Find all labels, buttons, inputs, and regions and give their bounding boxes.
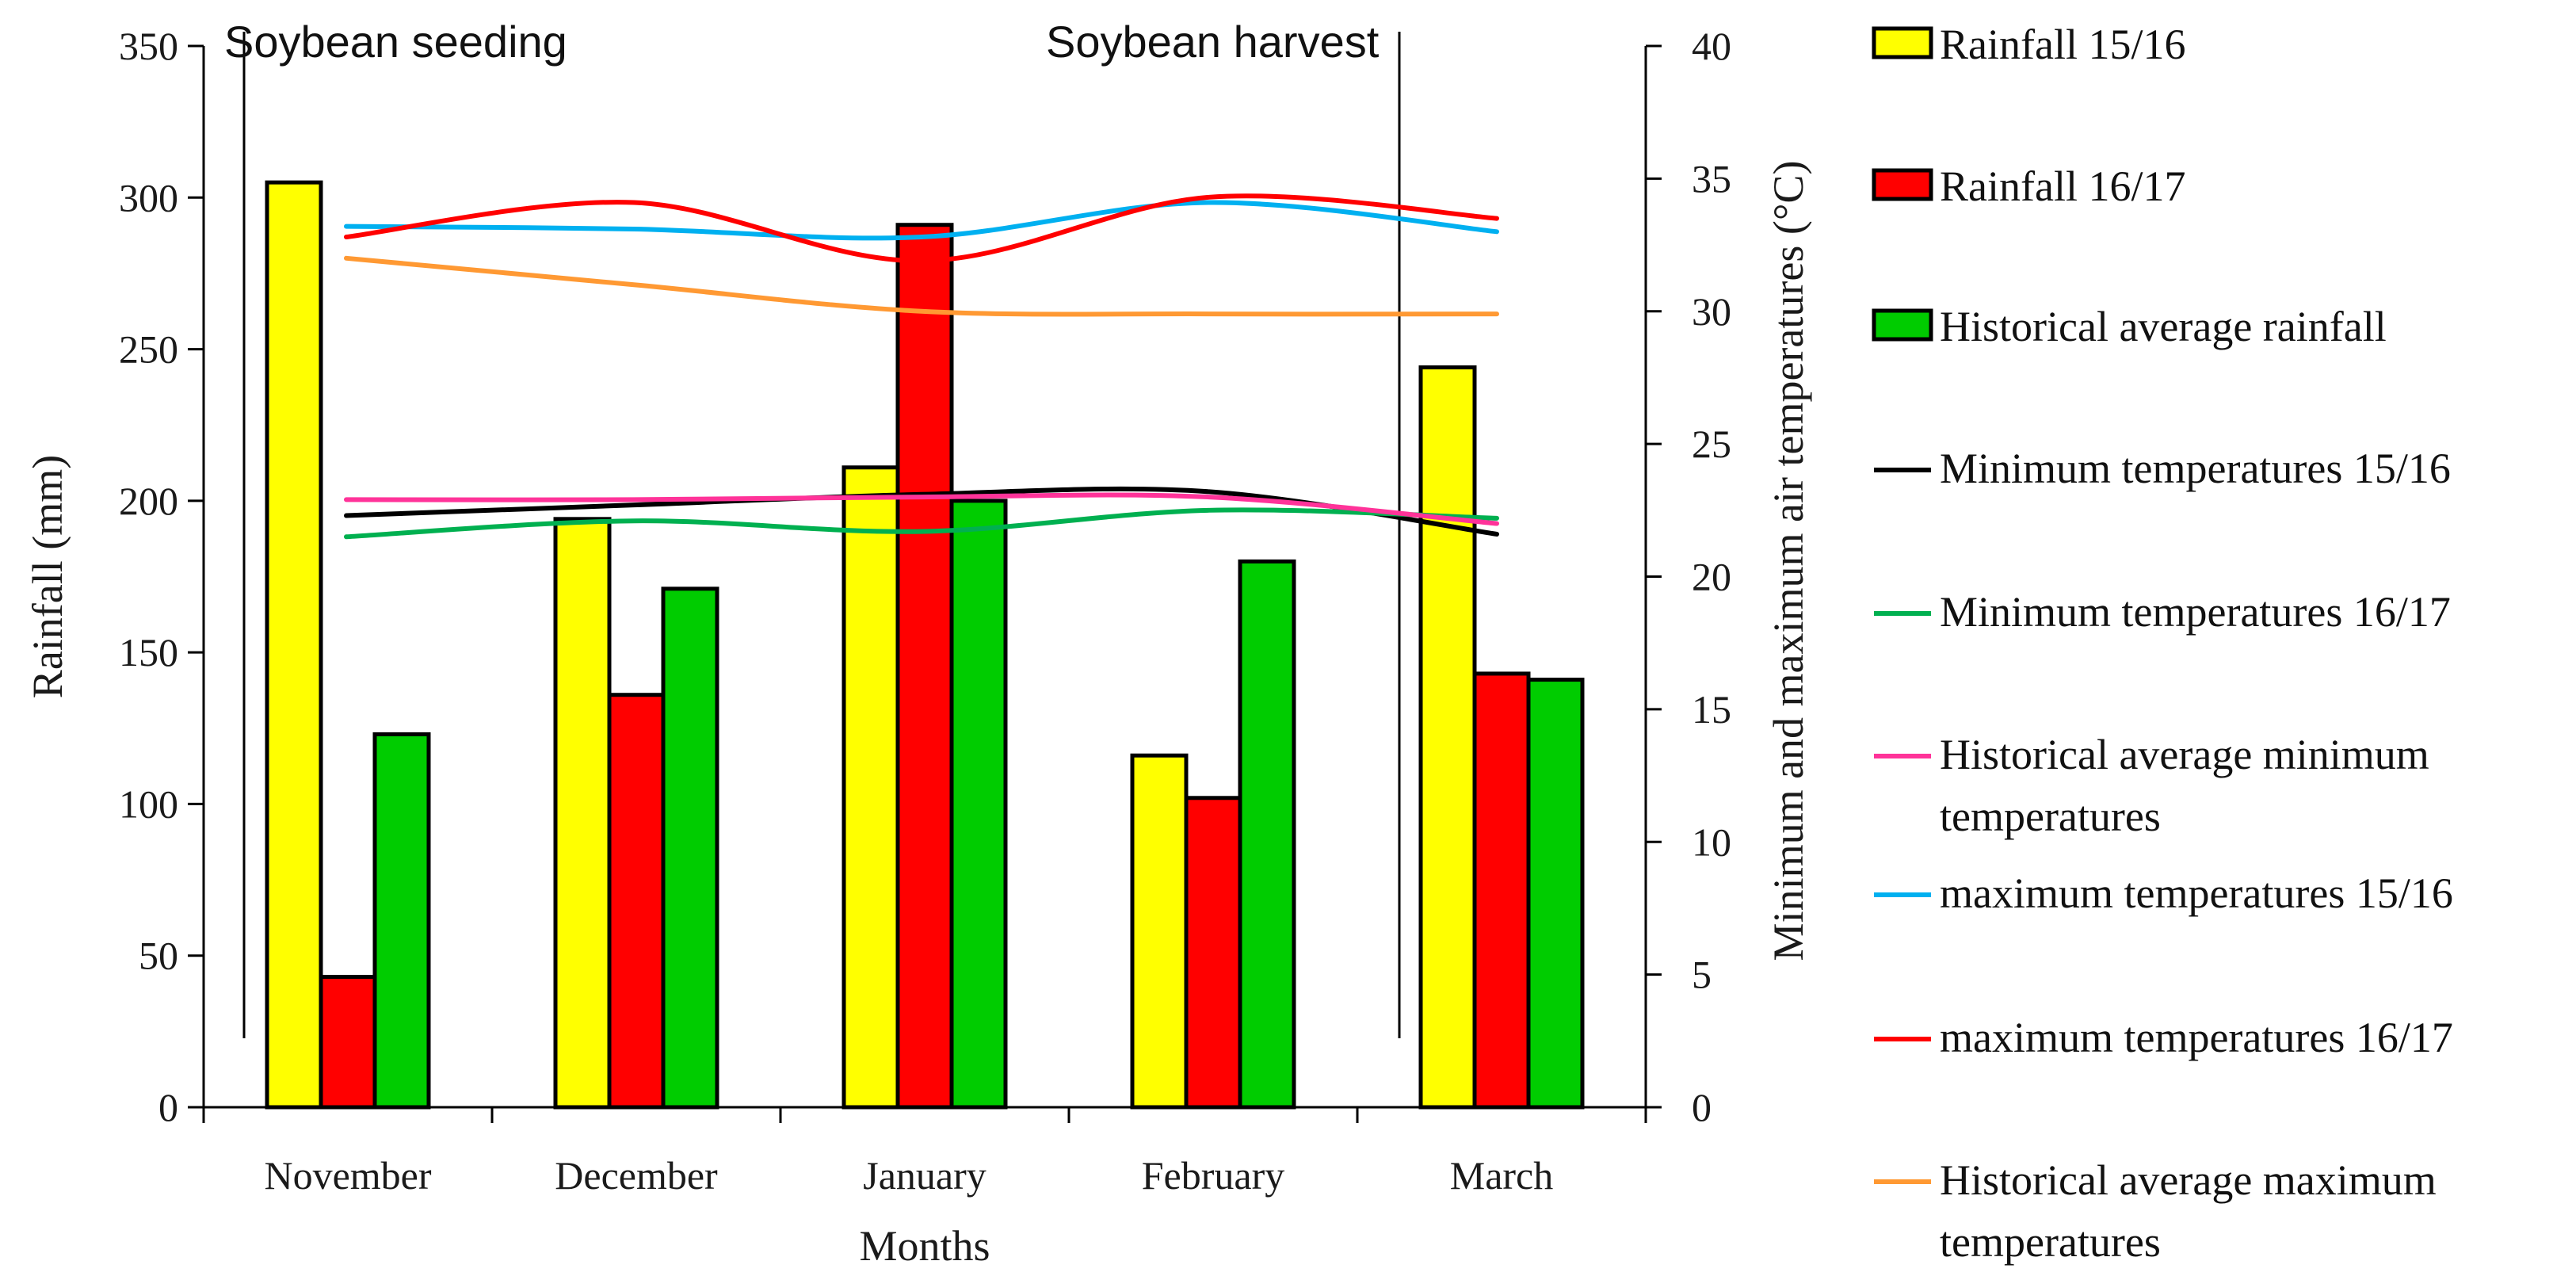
bar-rainfall-15-16-february [1130, 753, 1189, 1110]
x-tick-label-february: February [1142, 1153, 1285, 1198]
bar-rainfall-16-17-december [607, 693, 666, 1110]
legend-item-maximum-temperatures-16-17: maximum temperatures 16/17 [1874, 1014, 2453, 1061]
legend-label-minimum-temperatures-15-16: Minimum temperatures 15/16 [1940, 445, 2451, 492]
bar-historical-average-rainfall-march [1526, 678, 1585, 1110]
legend: Rainfall 15/16 Rainfall 16/17 Historical … [1872, 21, 2453, 1266]
annotation-soybean-harvest: Soybean harvest [1046, 17, 1380, 67]
bar-rainfall-15-16-november [265, 180, 323, 1110]
legend-item-historical-average-minimum-temperatures: Historical average minimum temperatures [1874, 731, 2429, 840]
legend-label-rainfall-16-17: Rainfall 16/17 [1940, 162, 2185, 210]
legend-swatch-rainfall-15-16 [1872, 26, 1933, 59]
y-tick-label-50: 50 [139, 934, 178, 978]
legend-label-temperatures-5: temperatures [1940, 793, 2161, 840]
legend-item-minimum-temperatures-16-17: Minimum temperatures 16/17 [1874, 588, 2451, 636]
y-tick-label-300: 300 [119, 175, 178, 220]
y-tick-label-350: 350 [119, 24, 178, 68]
legend-label-temperatures-8: temperatures [1940, 1218, 2161, 1266]
legend-item-historical-average-rainfall: Historical average rainfall [1872, 303, 2387, 350]
y-tick-label-150: 150 [119, 630, 178, 674]
legend-label-rainfall-15-16: Rainfall 15/16 [1940, 21, 2185, 68]
x-tick-label-march: March [1450, 1153, 1554, 1198]
bar-rainfall-15-16-march [1418, 365, 1477, 1110]
x-axis-title: Months [859, 1222, 990, 1270]
legend-swatch-rainfall-16-17 [1872, 168, 1933, 201]
legend-label-historical-average-minimum: Historical average minimum [1940, 731, 2429, 778]
bar-historical-average-rainfall-january [949, 499, 1008, 1110]
y-axis-title: Rainfall (mm) [24, 455, 71, 698]
bar-series-rainfall-16-17 [319, 223, 1531, 1110]
y2-tick-label-25: 25 [1692, 422, 1731, 466]
bar-historical-average-rainfall-february [1238, 559, 1296, 1110]
legend-item-maximum-temperatures-15-16: maximum temperatures 15/16 [1874, 869, 2453, 917]
y-tick-label-100: 100 [119, 781, 178, 826]
y2-tick-label-10: 10 [1692, 820, 1731, 864]
legend-label-maximum-temperatures-16-17: maximum temperatures 16/17 [1940, 1014, 2453, 1061]
x-tick-label-december: December [555, 1153, 718, 1198]
y2-tick-label-20: 20 [1692, 555, 1731, 599]
bar-historical-average-rainfall-december [661, 587, 719, 1110]
line-maximum-temperatures-16-17 [344, 193, 1499, 264]
plot-area [242, 32, 1585, 1110]
annotation-soybean-seeding: Soybean seeding [224, 17, 567, 67]
legend-item-rainfall-15-16: Rainfall 15/16 [1872, 21, 2185, 68]
bar-historical-average-rainfall-november [372, 732, 431, 1110]
bar-rainfall-16-17-november [319, 974, 377, 1110]
y2-tick-label-5: 5 [1692, 953, 1712, 997]
bar-rainfall-15-16-december [553, 517, 612, 1110]
bar-series-historical-average-rainfall [372, 499, 1585, 1110]
y2-tick-label-0: 0 [1692, 1085, 1712, 1129]
legend-label-maximum-temperatures-15-16: maximum temperatures 15/16 [1940, 869, 2453, 917]
legend-label-historical-average-rainfall: Historical average rainfall [1940, 303, 2387, 350]
bar-rainfall-15-16-january [841, 465, 900, 1110]
y2-tick-label-40: 40 [1692, 24, 1731, 68]
legend-item-historical-average-maximum-temperatures: Historical average maximum temperatures [1874, 1156, 2437, 1266]
line-historical-average-minimum-temperatures [344, 492, 1499, 526]
line-historical-average-maximum-temperatures [344, 255, 1499, 317]
legend-item-minimum-temperatures-15-16: Minimum temperatures 15/16 [1874, 445, 2451, 492]
bar-rainfall-16-17-march [1472, 671, 1531, 1110]
line-maximum-temperatures-15-16 [344, 200, 1499, 241]
legend-label-historical-average-maximum: Historical average maximum [1940, 1156, 2437, 1204]
x-tick-label-january: January [863, 1153, 987, 1198]
y2-tick-label-30: 30 [1692, 289, 1731, 334]
legend-swatch-historical-average-rainfall [1872, 308, 1933, 342]
y2-axis-title: Minimum and maximum air temperatures (°C… [1765, 161, 1812, 961]
legend-label-minimum-temperatures-16-17: Minimum temperatures 16/17 [1940, 588, 2451, 636]
bar-rainfall-16-17-february [1184, 796, 1242, 1110]
y-tick-label-200: 200 [119, 479, 178, 523]
line-minimum-temperatures-16-17 [344, 507, 1499, 540]
y-tick-label-0: 0 [158, 1085, 178, 1129]
x-tick-label-november: November [264, 1153, 431, 1198]
y2-tick-label-35: 35 [1692, 156, 1731, 201]
y2-tick-label-15: 15 [1692, 687, 1731, 732]
legend-item-rainfall-16-17: Rainfall 16/17 [1872, 162, 2185, 210]
bar-rainfall-16-17-january [895, 223, 954, 1110]
y-tick-label-250: 250 [119, 327, 178, 372]
axes: 0 50 100 150 200 250 300 350 0 5 10 15 20 25 30 35 40 Nov… [119, 24, 1731, 1198]
